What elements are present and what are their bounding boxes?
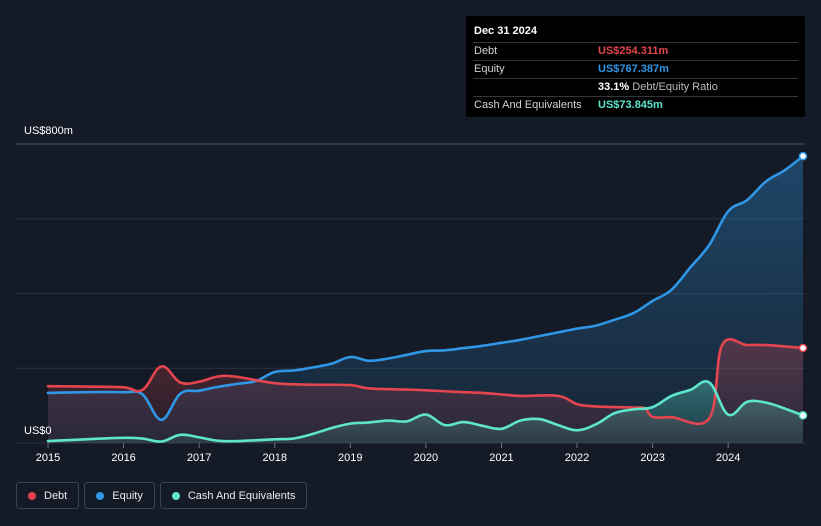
legend-dot-icon — [171, 491, 180, 500]
legend-dot-icon — [28, 491, 36, 500]
x-axis-ticks: 2015 2016 2017 2018 2019 2020 2021 2022 2023 2024 — [36, 443, 740, 464]
x-tick-label: 2017 — [187, 452, 211, 464]
tooltip-label — [473, 79, 598, 96]
equity-end-point — [798, 151, 808, 161]
cash-and-equivalents-line — [46, 380, 805, 443]
x-tick-label: 2016 — [111, 452, 135, 464]
legend: Debt Equity Cash And Equivalents — [16, 482, 308, 509]
legend-item-debt[interactable]: Debt — [16, 482, 80, 509]
tooltip-label: Cash And Equivalents — [474, 99, 582, 111]
x-tick-label: 2015 — [36, 452, 60, 464]
y-axis-zero-label: US$0 — [24, 425, 52, 437]
x-tick-label: 2022 — [565, 452, 589, 464]
tooltip-value: 33.1% Debt/Equity Ratio — [598, 79, 718, 96]
x-tick-label: 2024 — [716, 452, 740, 464]
ratio-value: 33.1% — [598, 81, 630, 93]
y-axis-top-label: US$800m — [24, 125, 73, 137]
tooltip: Dec 31 2024 Debt US$254.311m Equity US$7… — [466, 16, 805, 117]
tooltip-row-equity: Equity US$767.387m — [473, 61, 798, 79]
x-tick-label: 2020 — [414, 452, 438, 464]
cash-and-equivalents-area — [48, 381, 803, 443]
legend-label: Equity — [112, 489, 143, 502]
equity-line — [46, 154, 805, 422]
tooltip-date: Dec 31 2024 — [473, 16, 798, 43]
debt-line — [46, 338, 805, 426]
cash-and-equivalents-end-point — [798, 411, 808, 420]
legend-item-equity[interactable]: Equity — [84, 482, 155, 509]
tooltip-value: US$767.387m — [598, 63, 669, 75]
legend-dot-icon — [96, 491, 105, 500]
x-tick-label: 2019 — [338, 452, 362, 464]
tooltip-label: Debt — [474, 45, 498, 57]
series-lines — [46, 154, 805, 443]
tooltip-label: Equity — [474, 63, 505, 75]
tooltip-row-ratio: 33.1% Debt/Equity Ratio — [473, 79, 798, 97]
equity-area — [48, 156, 803, 443]
legend-label: Cash And Equivalents — [187, 489, 296, 502]
series-areas — [48, 156, 803, 443]
x-tick-label: 2021 — [489, 452, 513, 464]
x-tick-label: 2023 — [640, 452, 664, 464]
end-markers — [798, 151, 808, 420]
tooltip-value: US$254.311m — [598, 45, 669, 57]
legend-label: Debt — [44, 489, 68, 502]
legend-item-cash[interactable]: Cash And Equivalents — [159, 482, 308, 509]
tooltip-value: US$73.845m — [598, 99, 663, 111]
ratio-suffix: Debt/Equity Ratio — [629, 81, 718, 93]
x-tick-label: 2018 — [262, 452, 286, 464]
debt-end-point — [798, 343, 808, 353]
tooltip-row-debt: Debt US$254.311m — [473, 43, 798, 61]
tooltip-row-cash: Cash And Equivalents US$73.845m — [473, 97, 798, 114]
